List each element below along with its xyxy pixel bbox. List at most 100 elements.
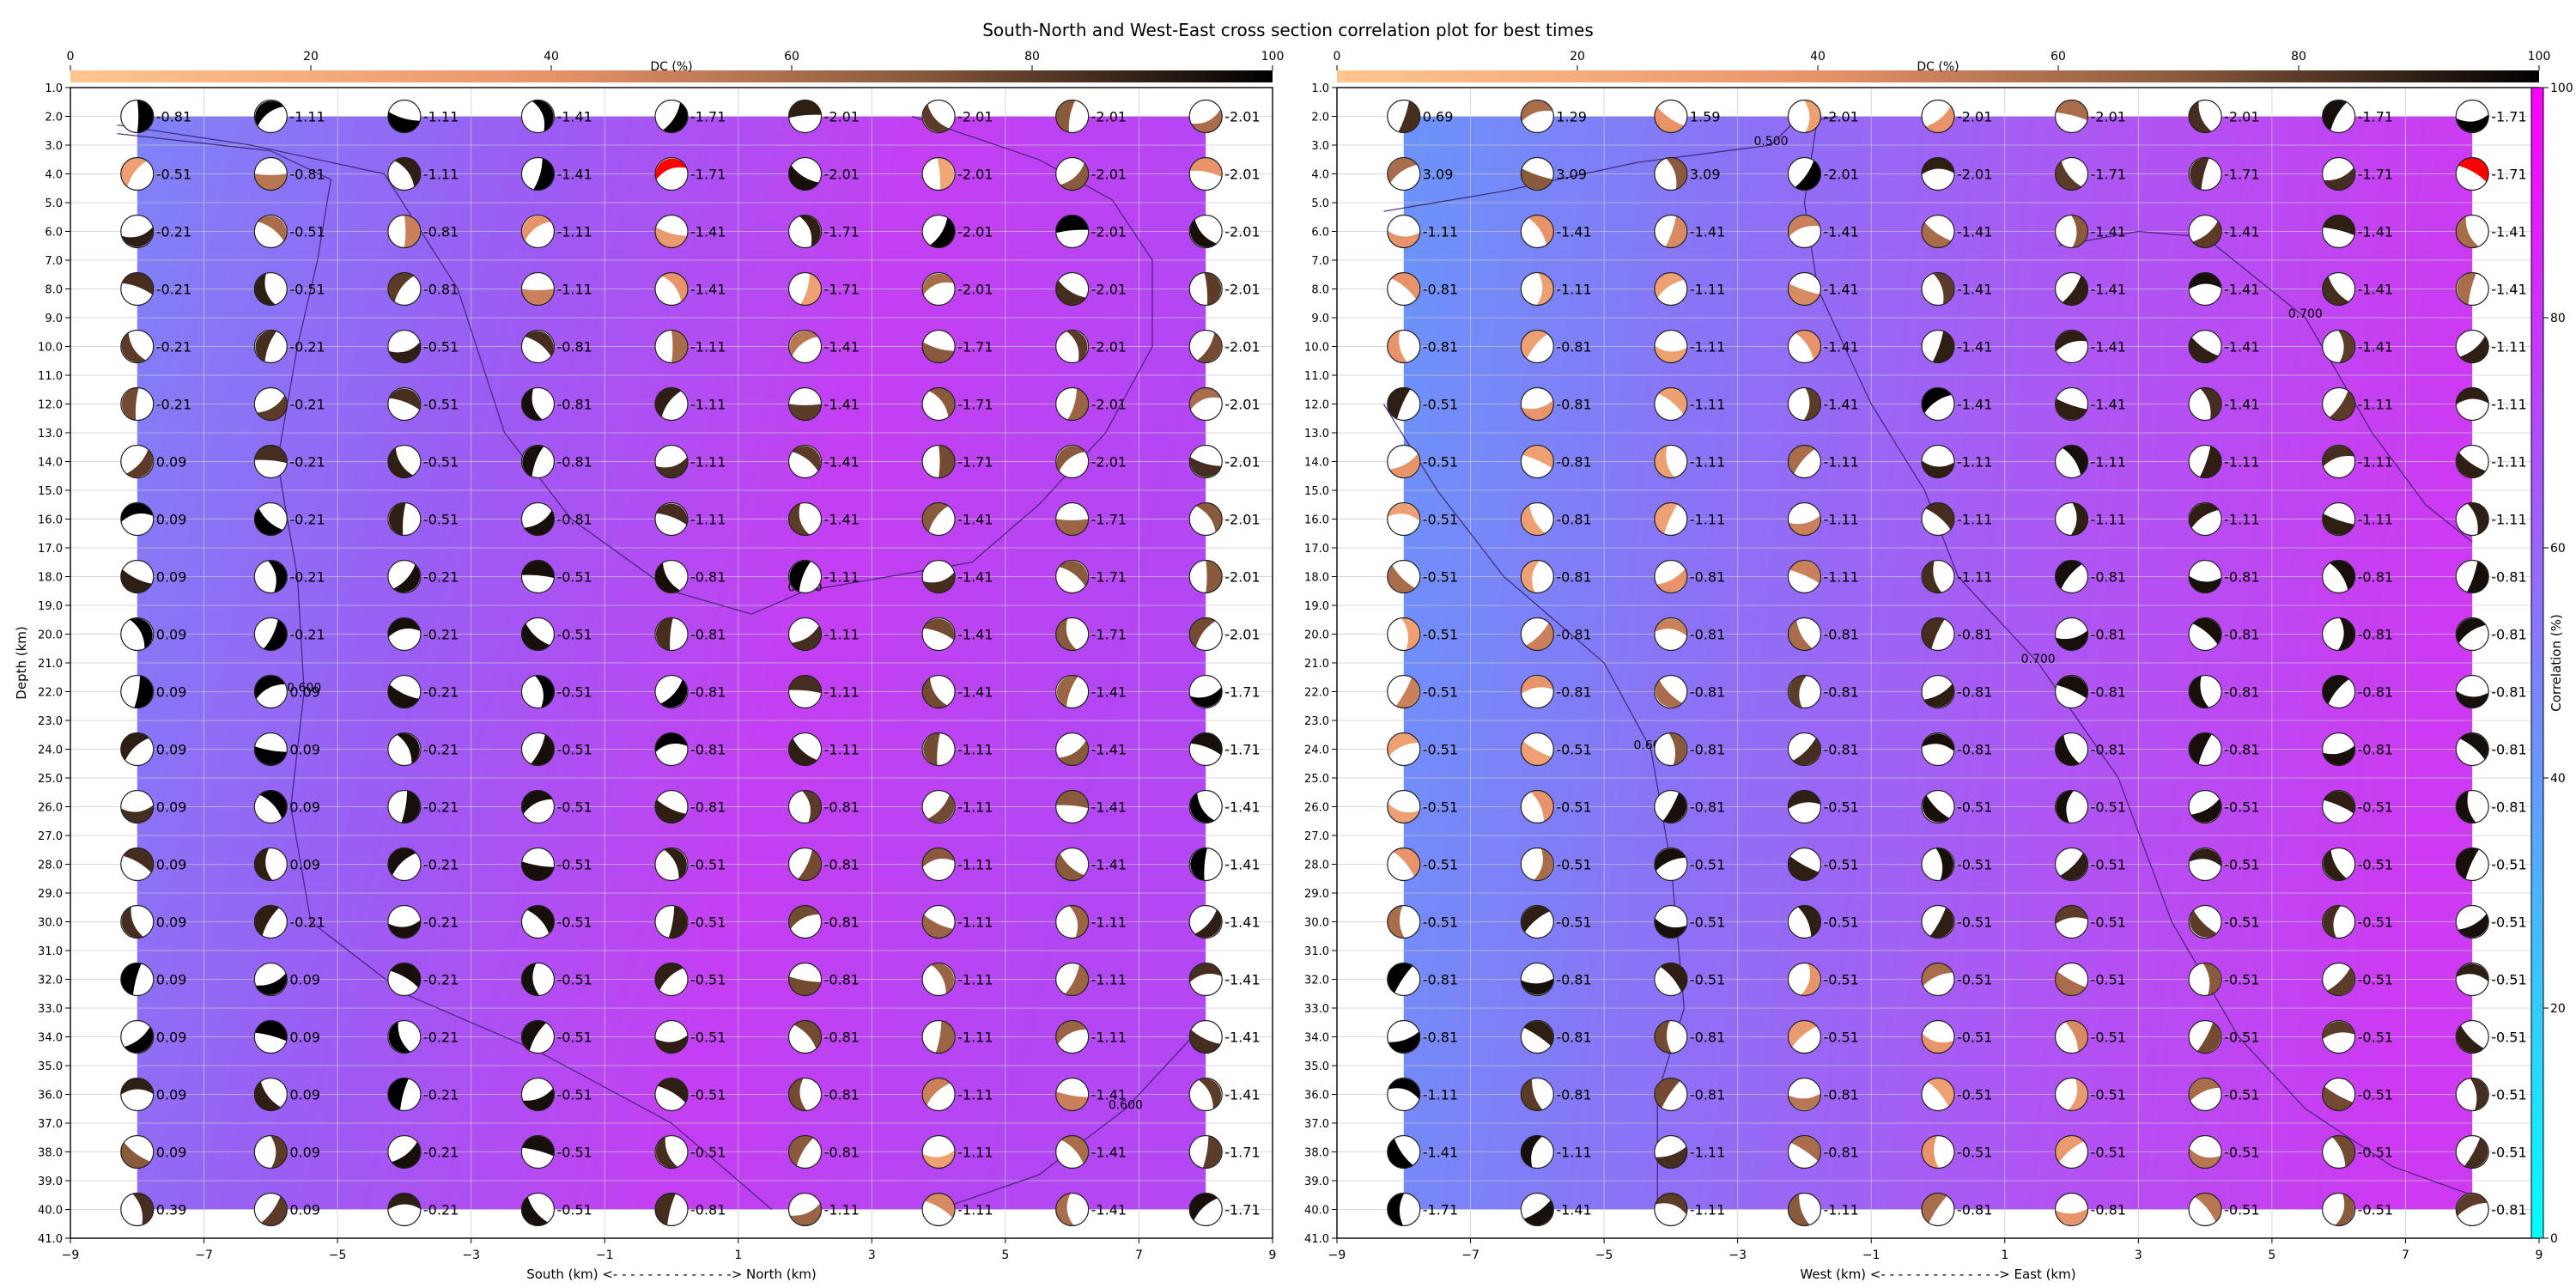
focal-mechanism <box>387 444 422 479</box>
focal-mechanism-outline <box>2322 444 2356 479</box>
focal-mechanism-outline <box>387 962 422 997</box>
time-shift-label: -2.01 <box>1224 167 1260 183</box>
focal-mechanism <box>2322 444 2356 479</box>
focal-mechanism-outline <box>120 156 155 191</box>
time-shift-label: -1.11 <box>1690 1202 1725 1218</box>
compressional-quadrant <box>1922 733 1954 752</box>
focal-mechanism-outline <box>1921 962 1955 997</box>
focal-mechanism-outline <box>2188 501 2222 537</box>
focal-mechanism <box>387 962 422 997</box>
focal-mechanism-outline <box>787 1077 823 1112</box>
focal-mechanism-outline <box>2188 99 2222 134</box>
time-shift-label: -1.41 <box>1957 224 1992 240</box>
compressional-quadrant <box>1668 732 1687 766</box>
compressional-quadrant <box>388 1021 410 1054</box>
focal-mechanism <box>921 847 956 882</box>
compressional-quadrant <box>397 733 420 764</box>
focal-mechanism-outline <box>120 444 155 479</box>
focal-mechanism-outline <box>2455 1019 2489 1054</box>
focal-mechanism <box>1387 904 1421 939</box>
focal-mechanism-outline <box>787 789 823 824</box>
focal-mechanism-outline <box>2455 617 2489 652</box>
compressional-quadrant <box>2456 387 2489 405</box>
focal-mechanism-outline <box>520 444 556 479</box>
compressional-quadrant <box>1788 1021 1817 1048</box>
focal-mechanism-outline <box>1654 847 1688 882</box>
time-shift-label: -0.81 <box>824 857 860 873</box>
focal-mechanism <box>2054 674 2089 709</box>
focal-mechanism-outline <box>1787 1019 1822 1054</box>
dc-tick-label: 80 <box>2291 50 2306 64</box>
dc-tick-label: 100 <box>1261 50 1285 64</box>
focal-mechanism-outline <box>1654 789 1688 824</box>
focal-mechanism-outline <box>2054 789 2089 824</box>
compressional-quadrant <box>2456 618 2486 644</box>
focal-mechanism <box>387 386 422 422</box>
focal-mechanism-outline <box>1921 1134 1955 1170</box>
compressional-quadrant <box>1522 560 1540 593</box>
focal-mechanism <box>787 99 823 134</box>
y-tick-label: 16.0 <box>38 514 63 527</box>
time-shift-label: -0.51 <box>2358 857 2393 873</box>
focal-mechanism-outline <box>1787 617 1822 652</box>
contour-label: 0.600 <box>287 682 321 696</box>
compressional-quadrant <box>521 963 540 996</box>
focal-mechanism-outline <box>1055 501 1090 537</box>
focal-mechanism-outline <box>1387 214 1421 249</box>
focal-mechanism <box>1055 386 1090 422</box>
compressional-quadrant <box>1055 215 1089 234</box>
compressional-quadrant <box>2322 675 2349 705</box>
focal-mechanism-outline <box>253 1134 288 1170</box>
compressional-quadrant <box>1189 157 1223 178</box>
focal-mechanism-outline <box>654 444 689 479</box>
focal-mechanism-outline <box>2455 962 2489 997</box>
focal-mechanism-outline <box>921 1019 956 1054</box>
focal-mechanism-outline <box>120 847 155 882</box>
y-tick-label: 7.0 <box>45 255 63 268</box>
focal-mechanism <box>2455 559 2489 594</box>
compressional-quadrant <box>521 861 555 881</box>
time-shift-label: -1.41 <box>1690 224 1725 240</box>
compressional-quadrant <box>2189 848 2221 867</box>
focal-mechanism <box>1787 674 1822 709</box>
time-shift-label: -1.71 <box>1224 684 1260 701</box>
focal-mechanism-outline <box>2322 501 2356 537</box>
compressional-quadrant <box>1189 457 1222 477</box>
focal-mechanism <box>1787 1019 1822 1054</box>
focal-mechanism <box>520 501 556 537</box>
time-shift-label: -0.21 <box>289 569 325 586</box>
focal-mechanism <box>520 214 556 249</box>
focal-mechanism <box>253 444 288 479</box>
focal-mechanism-outline <box>2322 329 2356 364</box>
focal-mechanism-outline <box>921 1077 956 1112</box>
time-shift-label: -2.01 <box>824 109 860 125</box>
focal-mechanism <box>787 501 823 537</box>
time-shift-label: -0.81 <box>824 799 860 816</box>
time-shift-label: -1.71 <box>1091 569 1127 586</box>
time-shift-label: -0.81 <box>423 224 459 240</box>
focal-mechanism <box>520 1019 556 1054</box>
focal-mechanism <box>1055 329 1090 364</box>
focal-mechanism <box>1654 559 1688 594</box>
time-shift-label: -1.11 <box>2224 454 2259 471</box>
time-shift-label: -0.51 <box>1957 972 1992 988</box>
focal-mechanism-outline <box>1387 674 1421 709</box>
focal-mechanism-outline <box>921 732 956 767</box>
focal-mechanism <box>2054 156 2089 191</box>
focal-mechanism-outline <box>787 904 823 939</box>
focal-mechanism-outline <box>1654 617 1688 652</box>
time-shift-label: -1.11 <box>2491 397 2526 413</box>
time-shift-label: -1.11 <box>2358 512 2393 528</box>
compressional-quadrant <box>389 388 421 410</box>
time-shift-label: -1.41 <box>2091 339 2126 355</box>
compressional-quadrant <box>525 331 554 356</box>
focal-mechanism-outline <box>387 617 422 652</box>
focal-mechanism-outline <box>1055 271 1090 307</box>
focal-mechanism <box>1520 559 1554 594</box>
time-shift-label: -2.01 <box>1091 454 1127 471</box>
focal-mechanism <box>1787 1192 1822 1227</box>
compressional-quadrant <box>1388 1031 1420 1053</box>
focal-mechanism <box>2322 847 2356 882</box>
focal-mechanism-outline <box>520 99 556 134</box>
